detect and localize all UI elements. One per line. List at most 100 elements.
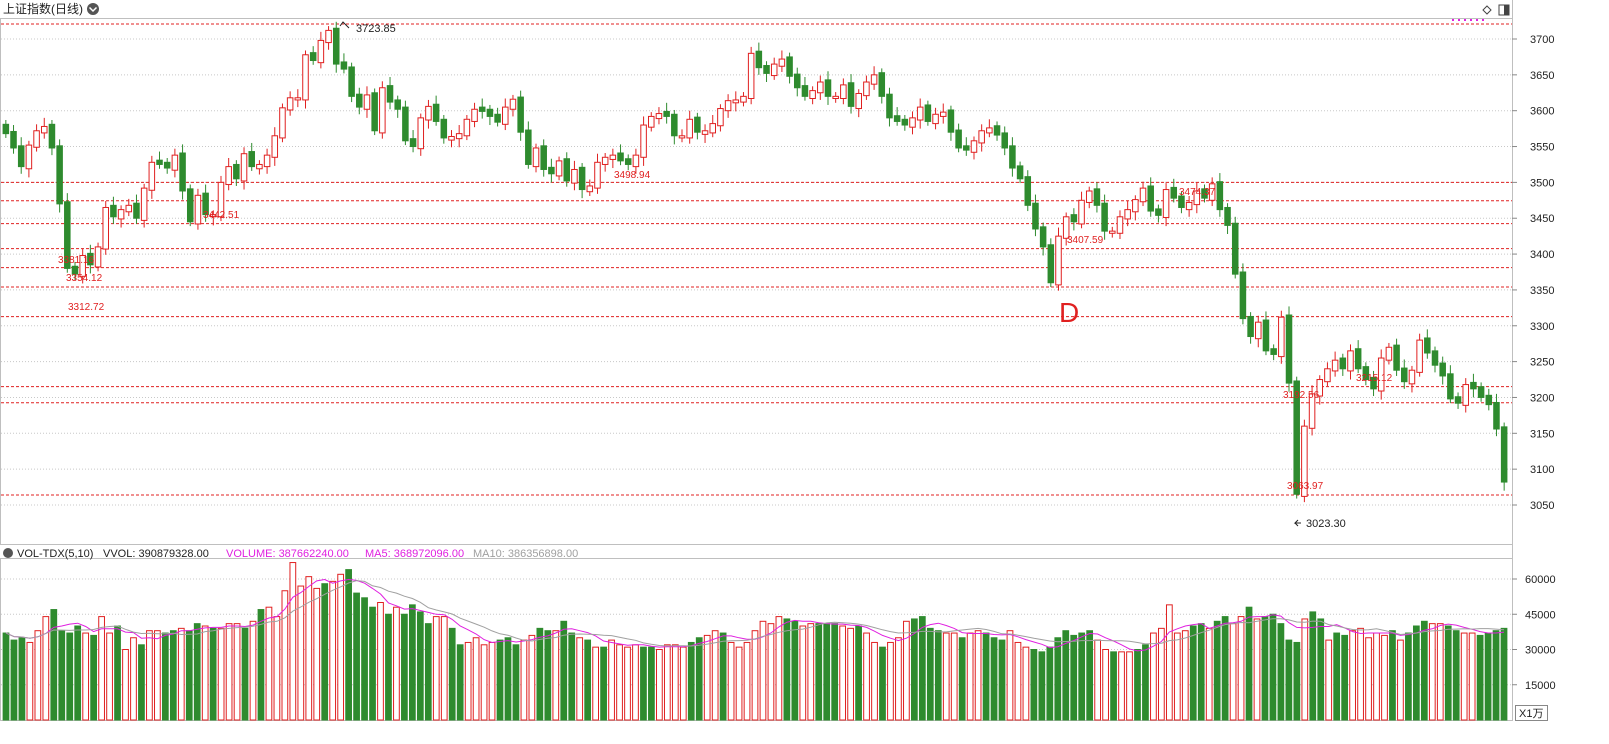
candle-up <box>717 108 724 127</box>
volume-bar-up <box>895 637 902 721</box>
volume-bar-down <box>1405 632 1412 721</box>
volume-bar-down <box>918 616 926 721</box>
volume-bar-up <box>26 641 34 721</box>
candle-up <box>978 130 985 144</box>
price-tick-label: 3100 <box>1530 464 1554 476</box>
price-tick-label: 3450 <box>1530 213 1554 225</box>
candle-up <box>1331 359 1339 372</box>
volume-bar-up <box>903 620 910 721</box>
candle-down <box>356 93 363 108</box>
candle-down <box>394 99 401 110</box>
candle-down <box>1201 188 1208 199</box>
volume-bar-down <box>1261 616 1269 721</box>
volume-bar-down <box>958 637 966 721</box>
annotation-label: 3354.12 <box>66 273 103 284</box>
candle-down <box>517 96 524 133</box>
annotation-label: 3381.16 <box>58 255 95 266</box>
candle-down <box>71 265 79 275</box>
volume-bar-down <box>536 627 544 721</box>
candle-up <box>194 194 202 225</box>
candle-up <box>325 29 332 44</box>
volume-bar-up <box>711 630 719 721</box>
volume-bar-down <box>926 627 934 721</box>
volume-bar-up <box>1436 623 1444 721</box>
candle-up <box>1185 201 1193 211</box>
candle-down <box>110 204 117 218</box>
candle-down <box>786 56 793 77</box>
candle-up <box>586 185 594 193</box>
candle-down <box>886 93 893 119</box>
volume-bar-up <box>305 576 313 721</box>
candle-down <box>56 145 63 205</box>
volume-bar-down <box>401 613 408 721</box>
candle-down <box>1362 366 1370 381</box>
volume-indicator-name: VOL-TDX(5,10) <box>17 548 93 560</box>
candle-up <box>1347 350 1354 372</box>
candle-down <box>525 129 532 165</box>
candle-down <box>1247 315 1254 338</box>
volume-bar-down <box>353 592 360 721</box>
volume-bar-up <box>743 641 751 721</box>
candle-down <box>947 109 955 133</box>
candle-up <box>263 154 271 168</box>
candle-up <box>832 95 839 100</box>
volume-bar-down <box>1277 623 1285 721</box>
price-tick-label: 3700 <box>1530 34 1554 46</box>
candle-up <box>25 144 33 170</box>
price-tick-label: 3600 <box>1530 106 1554 118</box>
candle-down <box>332 27 340 65</box>
chart-title: 上证指数(日线) <box>3 1 83 16</box>
candle-down <box>340 61 348 70</box>
volume-bar-up <box>1325 639 1333 721</box>
candle-down <box>1070 214 1078 223</box>
candle-up <box>1416 339 1423 373</box>
candle-up <box>986 127 993 134</box>
volume-bar-down <box>1221 616 1229 721</box>
candle-up <box>502 106 509 125</box>
annotation-label: 3474.37 <box>1179 187 1216 198</box>
candle-up <box>1301 425 1308 497</box>
volume-bar-down <box>169 630 177 721</box>
diamond-icon[interactable] <box>1482 5 1492 15</box>
candle-down <box>478 106 486 112</box>
candle-down <box>1039 226 1047 248</box>
volume-bar-up <box>154 630 161 721</box>
volume-bar-up <box>767 623 775 721</box>
chevron-down-circle-icon[interactable] <box>3 548 13 558</box>
candle-up <box>271 135 279 158</box>
candle-down <box>486 108 494 117</box>
volume-value: VOLUME: 387662240.00 <box>226 548 349 560</box>
marker-letter-d: D <box>1059 297 1079 328</box>
panel-toggle-icon[interactable] <box>1498 4 1510 16</box>
volume-bar-down <box>910 618 918 721</box>
candle-down <box>17 145 25 168</box>
chevron-down-circle-icon[interactable] <box>87 3 99 15</box>
volume-tick-label: 60000 <box>1525 574 1556 586</box>
candle-down <box>1370 376 1377 390</box>
annotation-label: 3215.12 <box>1356 373 1393 384</box>
volume-bar-down <box>600 646 607 721</box>
volume-bar-up <box>1094 639 1102 721</box>
candle-up <box>171 154 179 171</box>
volume-bar-up <box>1460 632 1468 721</box>
volume-bar-up <box>217 627 225 721</box>
volume-bar-down <box>114 625 121 721</box>
candle-down <box>1239 271 1247 320</box>
candle-up <box>571 168 578 184</box>
candle-up <box>655 113 663 120</box>
candle-up <box>279 107 286 139</box>
volume-bar-up <box>759 620 767 721</box>
volume-bar-up <box>1237 616 1245 721</box>
candle-up <box>840 84 847 100</box>
volume-bar-down <box>544 630 552 721</box>
volume-bar-down <box>1038 651 1046 721</box>
candle-down <box>963 145 970 151</box>
candle-up <box>678 135 686 139</box>
volume-bar-up <box>106 632 113 721</box>
candle-down <box>1493 401 1500 430</box>
candle-down <box>1500 426 1508 483</box>
candle-down <box>87 252 94 266</box>
volume-bar-down <box>1492 630 1500 721</box>
ma10-line <box>5 580 1505 647</box>
volume-bar-up <box>887 641 894 721</box>
